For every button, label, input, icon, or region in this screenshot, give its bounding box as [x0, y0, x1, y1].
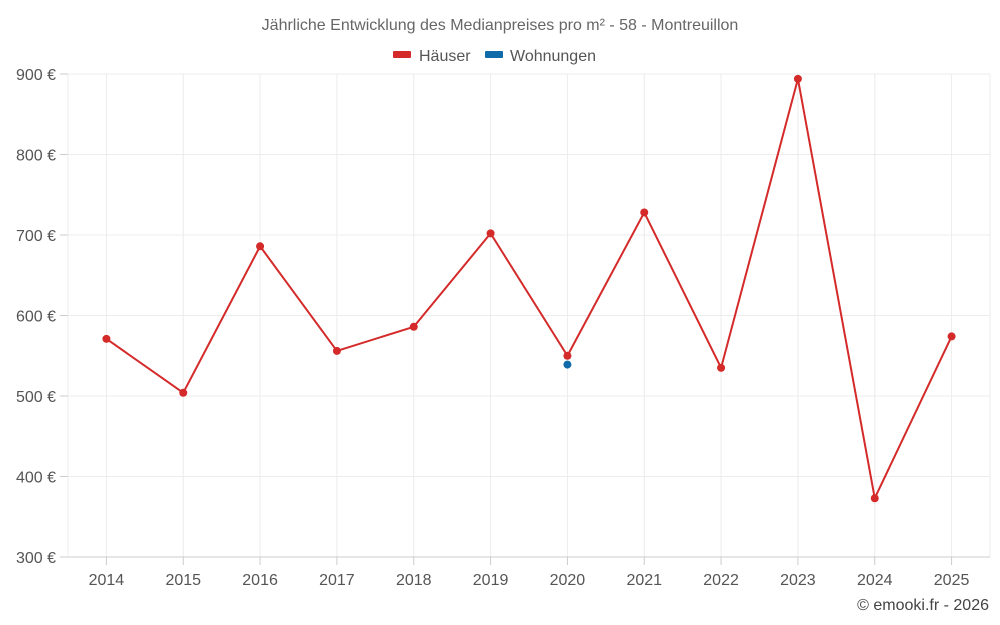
y-tick-label: 600 € — [16, 309, 56, 326]
legend: Häuser Wohnungen — [393, 48, 596, 65]
data-point-haeuser[interactable] — [332, 346, 341, 355]
chart-title: Jährliche Entwicklung des Medianpreises … — [262, 17, 739, 34]
series-lines — [105, 77, 953, 500]
x-tick-label: 2017 — [319, 572, 355, 589]
x-tick-label: 2016 — [242, 572, 278, 589]
y-tick-label: 400 € — [16, 470, 56, 487]
legend-item-haeuser[interactable]: Häuser — [393, 48, 471, 65]
data-point-haeuser[interactable] — [409, 322, 418, 331]
data-point-haeuser[interactable] — [640, 208, 649, 217]
x-tick-label: 2018 — [396, 572, 432, 589]
y-axis-ticks: 300 € 400 € 500 € 600 € 700 € 800 € 900 € — [16, 67, 56, 567]
data-point-haeuser[interactable] — [256, 242, 265, 251]
legend-swatch-wohnungen — [485, 51, 503, 58]
data-point-haeuser[interactable] — [486, 229, 495, 238]
x-tick-label: 2019 — [473, 572, 509, 589]
x-tick-label: 2021 — [626, 572, 662, 589]
x-tick-label: 2020 — [550, 572, 586, 589]
data-point-wohnungen[interactable] — [563, 360, 572, 369]
data-point-haeuser[interactable] — [793, 74, 802, 83]
legend-label-wohnungen: Wohnungen — [510, 48, 596, 65]
x-gridlines — [67, 74, 991, 565]
y-tick-label: 500 € — [16, 389, 56, 406]
legend-item-wohnungen[interactable]: Wohnungen — [485, 48, 596, 65]
x-tick-label: 2024 — [857, 572, 893, 589]
data-point-haeuser[interactable] — [102, 334, 111, 343]
series-points — [102, 74, 956, 503]
credit-text: © emooki.fr - 2026 — [857, 597, 989, 614]
data-point-haeuser[interactable] — [717, 363, 726, 372]
series-line-haeuser — [105, 77, 953, 500]
x-tick-label: 2023 — [780, 572, 816, 589]
y-tick-label: 700 € — [16, 228, 56, 245]
legend-label-haeuser: Häuser — [419, 48, 471, 65]
data-point-haeuser[interactable] — [870, 494, 879, 503]
x-tick-label: 2025 — [934, 572, 970, 589]
x-axis-ticks: 2014 2015 2016 2017 2018 2019 2020 2021 2022 2023… — [89, 572, 970, 589]
x-tick-label: 2022 — [703, 572, 739, 589]
legend-swatch-haeuser — [393, 51, 411, 58]
y-tick-label: 900 € — [16, 67, 56, 84]
data-point-haeuser[interactable] — [179, 388, 188, 397]
y-gridlines — [60, 73, 990, 558]
data-point-haeuser[interactable] — [563, 351, 572, 360]
y-tick-label: 800 € — [16, 148, 56, 165]
y-tick-label: 300 € — [16, 550, 56, 567]
data-point-haeuser[interactable] — [947, 332, 956, 341]
x-tick-label: 2015 — [165, 572, 201, 589]
x-tick-label: 2014 — [89, 572, 125, 589]
